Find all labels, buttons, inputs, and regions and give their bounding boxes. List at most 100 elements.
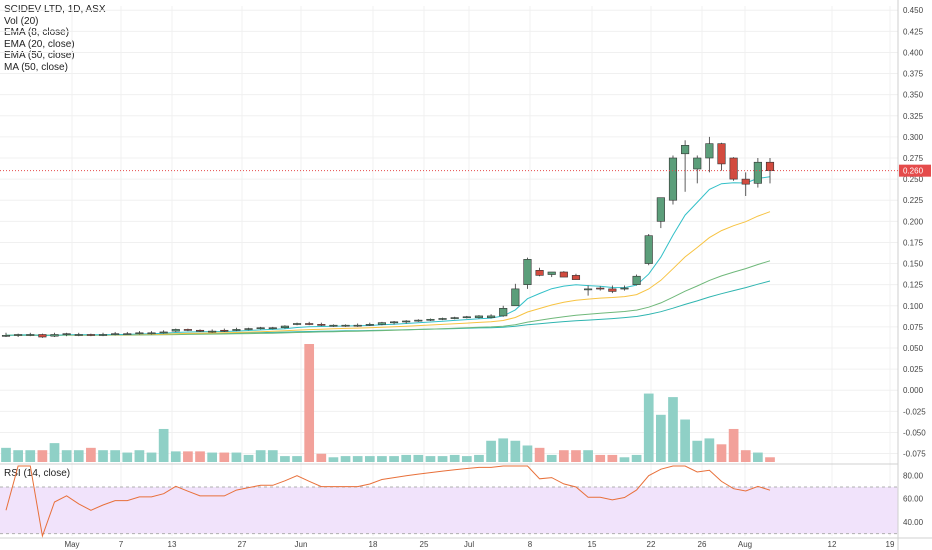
volume-bar	[546, 454, 557, 462]
volume-bar	[352, 456, 363, 462]
candle-body	[1, 335, 11, 337]
x-tick-label: 26	[698, 540, 707, 549]
y-tick-label: 0.125	[903, 281, 924, 290]
y-tick-label: 0.325	[903, 112, 924, 121]
candle-body	[632, 275, 641, 285]
candle-body	[535, 270, 544, 276]
candle-body	[353, 324, 362, 327]
candle-body	[511, 288, 520, 307]
volume-bars	[1, 344, 775, 462]
volume-bar	[13, 450, 23, 462]
y-tick-label: 0.425	[903, 27, 924, 36]
study-ema50: EMA (50, close)	[4, 50, 75, 61]
candle-body	[644, 235, 653, 264]
volume-bar	[231, 452, 242, 462]
candle-body	[220, 329, 229, 332]
candle-body	[135, 332, 144, 335]
volume-bar	[571, 450, 581, 462]
volume-bar	[728, 428, 739, 462]
y-tick-label: 0.175	[903, 238, 924, 247]
volume-bar	[437, 456, 448, 462]
volume-bar	[765, 457, 775, 462]
candle-body	[329, 324, 338, 327]
symbol-title: SCIDEV LTD, 1D, ASX	[4, 4, 106, 15]
rsi-line	[5, 465, 771, 538]
candles	[1, 136, 775, 338]
candle-body	[608, 288, 617, 292]
x-tick-label: 15	[588, 540, 597, 549]
last-price-badge	[899, 164, 931, 177]
volume-bar	[98, 450, 108, 462]
y-tick-label: 0.050	[903, 344, 924, 353]
volume-bar	[389, 456, 399, 462]
candle-body	[668, 157, 678, 201]
y-tick-label: 0.225	[903, 196, 924, 205]
volume-bar	[255, 450, 266, 462]
candle-body	[523, 259, 532, 285]
volume-bar	[583, 450, 593, 462]
candle-body	[305, 323, 314, 325]
volume-bar	[328, 457, 339, 462]
candle-body	[765, 161, 775, 171]
volume-bar	[474, 454, 484, 462]
study-ma50: MA (50, close)	[4, 61, 68, 73]
candle-body	[596, 287, 605, 290]
candle-body	[86, 334, 95, 336]
volume-bar	[595, 454, 606, 462]
candle-body	[438, 318, 447, 320]
y-tick-label: 0.400	[903, 48, 924, 57]
x-tick-label: 7	[119, 540, 124, 549]
y-tick-label: 0.075	[903, 323, 924, 332]
volume-bar	[73, 450, 84, 462]
y-tick-label: 0.150	[903, 260, 924, 269]
volume-bar	[607, 454, 618, 462]
rsi-tick-label: 80.00	[903, 471, 924, 480]
volume-bar	[643, 393, 654, 462]
rsi-tick-label: 60.00	[903, 495, 924, 504]
candle-body	[402, 320, 411, 323]
candle-body	[462, 316, 471, 319]
y-tick-label: -0.025	[903, 407, 926, 416]
candle-body	[50, 334, 59, 337]
chart-legend: SCIDEV LTD, 1D, ASX Vol (20) EMA (8, clo…	[4, 4, 106, 73]
candle-body	[26, 334, 35, 336]
volume-bar	[740, 450, 751, 462]
y-tick-label: -0.050	[903, 428, 926, 437]
volume-bar	[668, 397, 678, 462]
x-tick-label: 19	[886, 540, 895, 549]
volume-bar	[522, 445, 533, 462]
candle-body	[74, 334, 83, 336]
volume-bar	[316, 453, 327, 462]
y-tick-label: 0.250	[903, 175, 924, 184]
study-vol: Vol (20)	[4, 15, 39, 27]
candle-body	[195, 329, 205, 332]
x-tick-label: 12	[828, 540, 837, 549]
rsi-panel	[0, 465, 898, 538]
candle-body	[717, 143, 726, 165]
volume-bar	[753, 452, 763, 462]
candle-body	[183, 329, 192, 331]
volume-bar	[558, 450, 569, 462]
volume-bar	[716, 444, 727, 462]
candle-body	[693, 157, 702, 170]
volume-bar	[183, 451, 193, 462]
candle-body	[390, 321, 399, 324]
volume-bar	[498, 438, 509, 462]
candle-body	[729, 157, 738, 180]
volume-bar	[680, 419, 690, 462]
y-tick-label: 0.375	[903, 70, 924, 79]
volume-bar	[692, 440, 703, 462]
candle-body	[584, 288, 593, 291]
ema8-line	[5, 176, 771, 336]
x-tick-label: Jun	[295, 540, 308, 549]
rsi-band	[0, 487, 898, 534]
candle-body	[559, 271, 568, 278]
candle-body	[414, 319, 423, 322]
volume-bar	[86, 447, 96, 462]
candle-body	[292, 323, 302, 325]
candle-body	[341, 324, 350, 327]
volume-bar	[364, 456, 375, 462]
y-tick-label: 0.100	[903, 302, 924, 311]
